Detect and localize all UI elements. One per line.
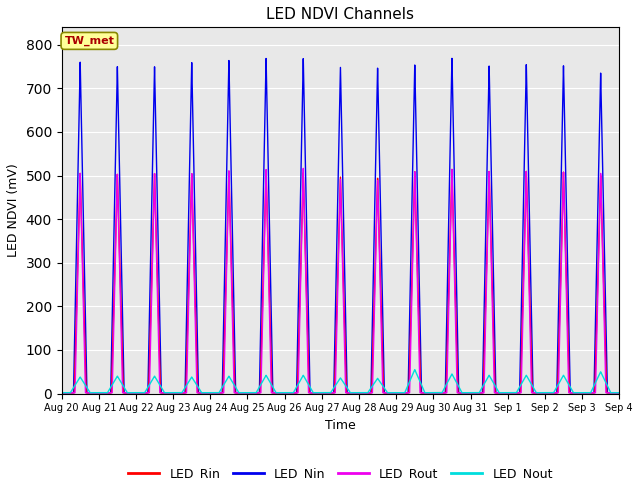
LED_Nin	[58, 390, 65, 396]
LED_Rout	[58, 390, 65, 396]
LED_Nin	[413, 194, 421, 200]
LED_Rout	[300, 166, 307, 171]
LED_Nout	[616, 390, 623, 396]
LED_Nout	[413, 373, 421, 379]
LED_Rout	[614, 390, 622, 396]
LED_Rout	[608, 390, 616, 396]
LED_Nout	[614, 390, 622, 396]
Line: LED_Nin: LED_Nin	[61, 59, 620, 393]
LED_Rin	[608, 390, 616, 396]
LED_Nin	[614, 390, 622, 396]
LED_Rout	[308, 390, 316, 396]
X-axis label: Time: Time	[325, 419, 356, 432]
LED_Nin	[608, 390, 616, 396]
LED_Rout	[616, 390, 623, 396]
LED_Rout	[542, 390, 550, 396]
LED_Nin	[558, 150, 566, 156]
Line: LED_Nout: LED_Nout	[61, 370, 620, 393]
Text: TW_met: TW_met	[65, 36, 115, 46]
LED_Rout	[413, 285, 421, 291]
Y-axis label: LED NDVI (mV): LED NDVI (mV)	[7, 164, 20, 257]
Line: LED_Rout: LED_Rout	[61, 168, 620, 393]
LED_Nin	[542, 390, 550, 396]
LED_Nout	[58, 390, 65, 396]
LED_Nout	[542, 390, 550, 396]
LED_Nout	[411, 367, 419, 372]
LED_Rin	[614, 390, 622, 396]
LED_Rin	[308, 390, 316, 396]
LED_Nin	[448, 56, 456, 61]
LED_Nout	[608, 390, 616, 396]
LED_Nin	[308, 390, 316, 396]
LED_Rin	[448, 167, 456, 172]
Line: LED_Rin: LED_Rin	[61, 169, 620, 393]
LED_Rin	[58, 390, 65, 396]
LED_Rin	[616, 390, 623, 396]
LED_Rin	[542, 390, 550, 396]
LED_Nin	[616, 390, 623, 396]
LED_Rin	[413, 269, 421, 275]
LED_Nout	[308, 388, 316, 394]
LED_Rin	[558, 236, 566, 241]
LED_Rout	[558, 245, 566, 251]
Legend: LED_Rin, LED_Nin, LED_Rout, LED_Nout: LED_Rin, LED_Nin, LED_Rout, LED_Nout	[123, 462, 558, 480]
LED_Nout	[558, 375, 566, 381]
Title: LED NDVI Channels: LED NDVI Channels	[266, 7, 415, 22]
